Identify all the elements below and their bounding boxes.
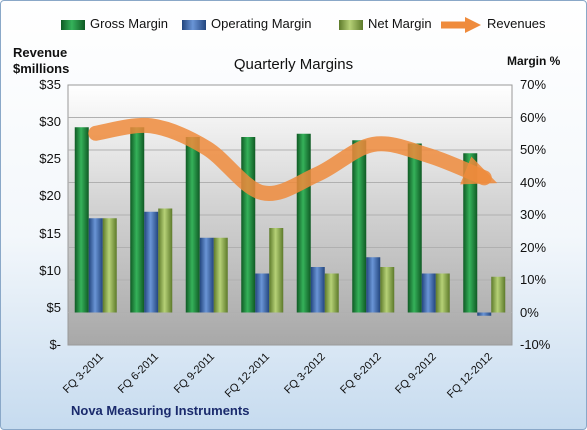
right-axis-tick: 30% <box>520 207 547 222</box>
company-footnote: Nova Measuring Instruments <box>71 403 250 418</box>
legend-swatch-revenues-head <box>465 17 481 33</box>
left-axis-label-line1: Revenue <box>13 45 68 60</box>
legend-operating-margin: Operating Margin <box>211 16 312 31</box>
right-axis-tick: 60% <box>520 109 547 125</box>
legend-net-margin: Net Margin <box>368 16 432 31</box>
bar-gross-margin <box>185 137 200 313</box>
revenue-line <box>88 117 498 201</box>
bar-operating-margin <box>88 218 103 313</box>
left-axis-tick: $35 <box>39 77 61 92</box>
bar-operating-margin <box>366 257 381 313</box>
right-axis-tick: 20% <box>520 239 547 255</box>
bar-operating-margin <box>144 211 159 313</box>
right-axis-tick: 10% <box>520 272 547 287</box>
bar-net-margin <box>213 237 228 313</box>
bar-gross-margin <box>130 127 145 313</box>
legend-swatch-operating-margin <box>182 20 206 30</box>
bar-operating-margin <box>255 273 270 313</box>
right-axis-label: Margin % <box>507 54 561 68</box>
left-axis-tick: $5 <box>46 299 61 315</box>
left-axis-tick: $25 <box>39 151 61 167</box>
bar-net-margin <box>324 273 339 313</box>
revenue-series <box>88 117 498 201</box>
left-axis-tick: $10 <box>39 262 61 278</box>
bar-series <box>74 127 506 316</box>
bar-gross-margin <box>296 133 311 313</box>
bar-gross-margin <box>241 137 256 313</box>
bar-net-margin <box>491 276 506 313</box>
bar-net-margin <box>435 273 450 313</box>
legend-swatches <box>61 17 481 33</box>
right-axis-tick: 70% <box>520 77 547 92</box>
legend-swatch-gross-margin <box>61 20 85 30</box>
bar-net-margin <box>380 267 395 313</box>
bar-operating-margin <box>310 267 325 313</box>
right-axis-tick: 50% <box>520 142 547 157</box>
right-axis-tick: 0% <box>520 304 539 320</box>
legend-swatch-net-margin <box>339 20 363 30</box>
bar-operating-margin <box>199 237 214 313</box>
bar-gross-margin <box>352 140 367 313</box>
bar-net-margin <box>269 228 284 313</box>
left-axis-tick: $15 <box>39 225 61 241</box>
legend-gross-margin: Gross Margin <box>90 16 169 31</box>
right-axis-tick: -10% <box>520 337 551 352</box>
right-axis-tick: 40% <box>520 174 547 190</box>
chart-title: Quarterly Margins <box>233 56 354 73</box>
left-axis-tick: $- <box>49 337 61 352</box>
legend-revenues: Revenues <box>487 16 546 31</box>
left-axis-label-line2: $millions <box>13 61 70 76</box>
bar-gross-margin <box>407 143 422 313</box>
bar-operating-margin <box>477 312 492 316</box>
bar-net-margin <box>102 218 117 313</box>
bar-net-margin <box>158 208 173 313</box>
bar-operating-margin <box>421 273 436 313</box>
left-axis-tick: $30 <box>39 114 61 130</box>
left-axis-tick: $20 <box>39 188 61 204</box>
bar-gross-margin <box>463 153 478 313</box>
bar-gross-margin <box>74 127 89 313</box>
